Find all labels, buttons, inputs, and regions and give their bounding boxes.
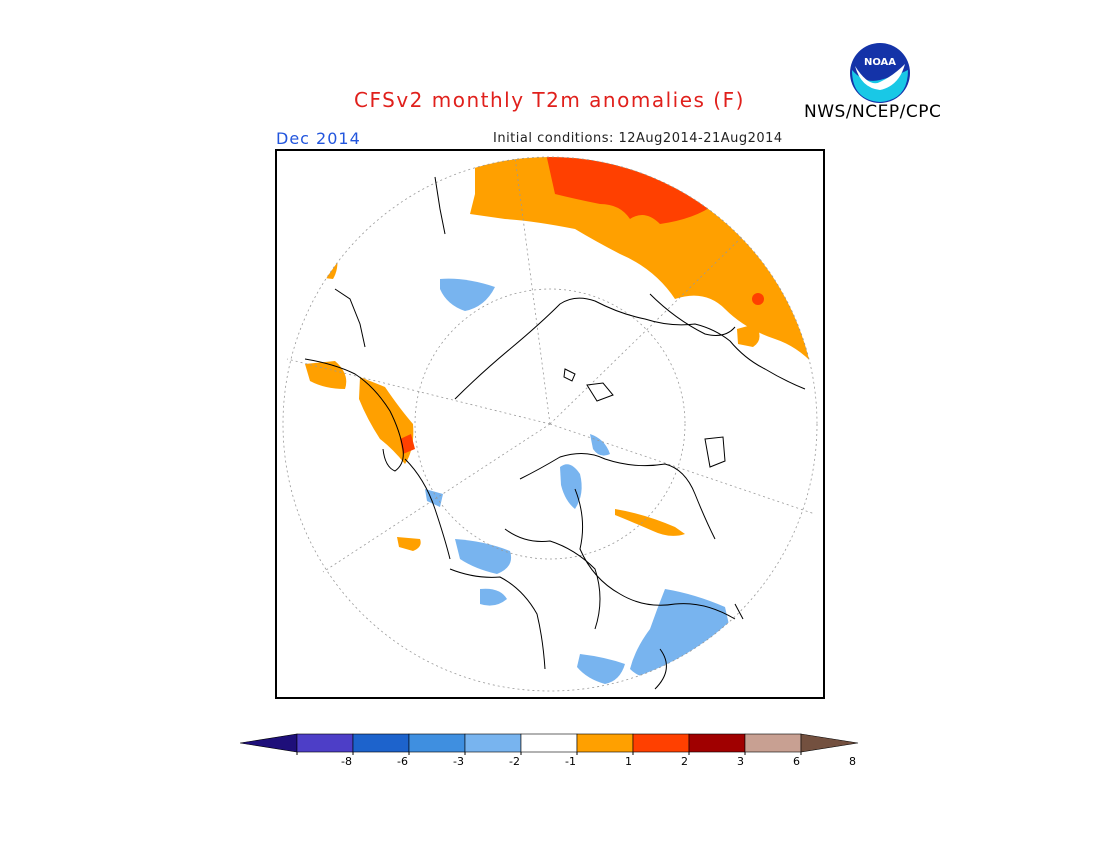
legend-label: -2 <box>509 755 520 768</box>
legend-label: -3 <box>453 755 464 768</box>
legend-label: -8 <box>341 755 352 768</box>
legend-label: 2 <box>681 755 688 768</box>
legend-label: -1 <box>565 755 576 768</box>
legend-swatch <box>576 733 634 753</box>
polar-anomaly-map <box>275 149 825 699</box>
legend-label: 6 <box>793 755 800 768</box>
color-legend: -8 -6 -3 -2 -1 1 2 3 6 8 <box>240 733 859 768</box>
coastlines <box>304 176 806 690</box>
legend-label: 3 <box>737 755 744 768</box>
map-title: CFSv2 monthly T2m anomalies (F) <box>354 88 745 112</box>
legend-label: -6 <box>397 755 408 768</box>
cold-anomaly-canada <box>455 539 512 574</box>
warm-anomaly-na-west <box>359 377 414 464</box>
cold-anomaly-europe <box>630 589 730 678</box>
graticule <box>282 156 818 692</box>
legend-label: 1 <box>625 755 632 768</box>
legend-swatch <box>744 733 802 753</box>
cold-anomaly-greenland <box>560 464 582 509</box>
map-border <box>275 149 825 699</box>
legend-swatch <box>688 733 746 753</box>
legend-arrow-high <box>800 733 859 753</box>
noaa-logo-icon: NOAA <box>850 43 910 103</box>
legend-swatch <box>352 733 410 753</box>
legend-label: 8 <box>849 755 856 768</box>
initial-conditions-label: Initial conditions: 12Aug2014-21Aug2014 <box>493 131 783 146</box>
legend-swatch <box>296 733 354 753</box>
legend-swatch <box>464 733 522 753</box>
legend-swatch <box>632 733 690 753</box>
legend-swatch <box>520 733 578 753</box>
agency-label: NWS/NCEP/CPC <box>804 102 942 122</box>
valid-month-label: Dec 2014 <box>276 129 361 148</box>
svg-text:NOAA: NOAA <box>864 57 896 68</box>
legend-swatch <box>408 733 466 753</box>
legend-arrow-low <box>240 733 298 753</box>
